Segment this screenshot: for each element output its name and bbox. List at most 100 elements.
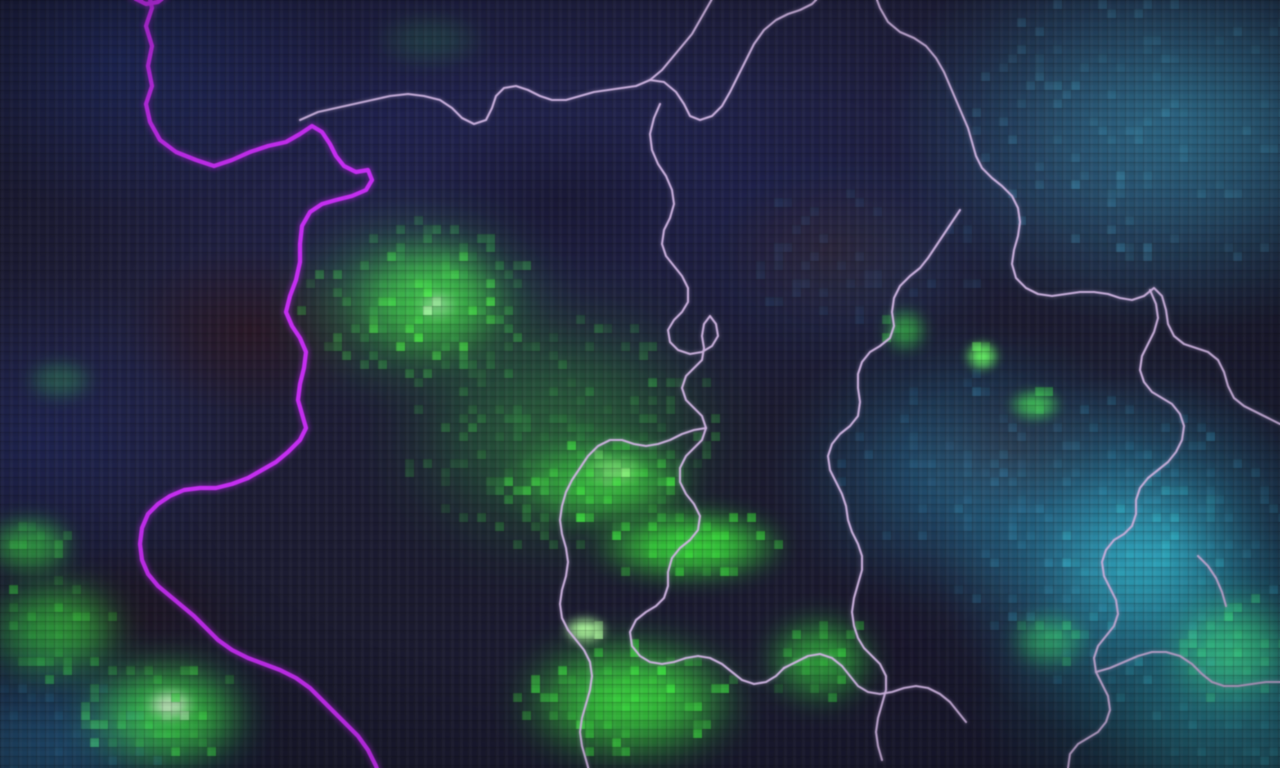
echo-pixel xyxy=(333,270,342,279)
echo-pixel xyxy=(819,657,828,666)
echo-pixel xyxy=(639,477,648,486)
echo-pixel xyxy=(666,450,675,459)
echo-pixel xyxy=(810,684,819,693)
echo-pixel xyxy=(612,531,621,540)
echo-pixel xyxy=(720,567,729,576)
echo-pixel xyxy=(1062,657,1071,666)
echo-pixel xyxy=(522,459,531,468)
echo-pixel xyxy=(612,450,621,459)
echo-pixel xyxy=(504,495,513,504)
echo-pixel xyxy=(684,657,693,666)
echo-pixel xyxy=(81,711,90,720)
echo-pixel xyxy=(486,351,495,360)
echo-pixel xyxy=(702,450,711,459)
echo-pixel xyxy=(414,288,423,297)
echo-pixel xyxy=(603,324,612,333)
echo-pixel xyxy=(522,261,531,270)
echo-pixel xyxy=(693,702,702,711)
echo-pixel xyxy=(81,612,90,621)
echo-pixel xyxy=(576,432,585,441)
echo-pixel xyxy=(648,450,657,459)
echo-pixel xyxy=(675,567,684,576)
echo-pixel xyxy=(594,711,603,720)
echo-pixel xyxy=(531,675,540,684)
echo-pixel xyxy=(594,648,603,657)
echo-pixel xyxy=(108,612,117,621)
echo-pixel xyxy=(621,747,630,756)
echo-pixel xyxy=(513,423,522,432)
echo-pixel xyxy=(666,378,675,387)
echo-pixel xyxy=(603,477,612,486)
echo-pixel xyxy=(648,522,657,531)
echo-pixel xyxy=(144,720,153,729)
echo-pixel xyxy=(540,513,549,522)
echo-pixel xyxy=(648,504,657,513)
echo-pixel xyxy=(720,684,729,693)
echo-pixel xyxy=(90,693,99,702)
echo-pixel xyxy=(414,279,423,288)
echo-pixel xyxy=(504,342,513,351)
echo-pixel xyxy=(513,333,522,342)
echo-pixel xyxy=(567,423,576,432)
echo-pixel xyxy=(153,711,162,720)
echo-pixel xyxy=(369,351,378,360)
echo-pixel xyxy=(414,378,423,387)
echo-pixel xyxy=(801,657,810,666)
echo-pixel xyxy=(27,612,36,621)
echo-pixel xyxy=(495,522,504,531)
echo-pixel xyxy=(477,513,486,522)
echo-pixel xyxy=(648,441,657,450)
echo-pixel xyxy=(585,495,594,504)
echo-pixel xyxy=(1224,657,1233,666)
echo-pixel xyxy=(27,657,36,666)
echo-pixel xyxy=(1251,594,1260,603)
echo-pixel xyxy=(594,324,603,333)
echo-pixel xyxy=(369,234,378,243)
echo-pixel xyxy=(441,252,450,261)
echo-pixel xyxy=(846,630,855,639)
echo-pixel xyxy=(801,666,810,675)
echo-pixel xyxy=(513,540,522,549)
echo-pixel xyxy=(621,441,630,450)
echo-pixel xyxy=(729,513,738,522)
echo-pixel xyxy=(369,324,378,333)
echo-pixel xyxy=(882,315,891,324)
echo-pixel xyxy=(513,693,522,702)
echo-pixel xyxy=(612,441,621,450)
echo-pixel xyxy=(792,630,801,639)
echo-pixel xyxy=(666,405,675,414)
echo-pixel xyxy=(558,414,567,423)
echo-pixel xyxy=(702,378,711,387)
echo-pixel xyxy=(522,414,531,423)
echo-pixel xyxy=(657,459,666,468)
echo-pixel xyxy=(441,270,450,279)
echo-pixel xyxy=(693,459,702,468)
echo-pixel xyxy=(495,405,504,414)
echo-pixel xyxy=(549,387,558,396)
echo-pixel xyxy=(198,711,207,720)
echo-pixel xyxy=(621,459,630,468)
echo-pixel xyxy=(612,522,621,531)
echo-pixel xyxy=(513,261,522,270)
echo-pixel xyxy=(729,675,738,684)
echo-pixel xyxy=(477,234,486,243)
echo-pixel xyxy=(720,549,729,558)
echo-pixel xyxy=(1053,630,1062,639)
echo-pixel xyxy=(495,486,504,495)
echo-pixel xyxy=(396,252,405,261)
echo-pixel xyxy=(585,729,594,738)
echo-pixel xyxy=(54,603,63,612)
echo-pixel xyxy=(450,459,459,468)
echo-pixel xyxy=(342,351,351,360)
echo-pixel xyxy=(405,324,414,333)
echo-pixel xyxy=(342,297,351,306)
echo-pixel xyxy=(711,414,720,423)
echo-pixel xyxy=(333,342,342,351)
echo-pixel xyxy=(675,378,684,387)
echo-pixel xyxy=(495,261,504,270)
echo-pixel xyxy=(90,738,99,747)
echo-pixel xyxy=(1260,684,1269,693)
echo-pixel xyxy=(729,567,738,576)
echo-pixel xyxy=(504,477,513,486)
